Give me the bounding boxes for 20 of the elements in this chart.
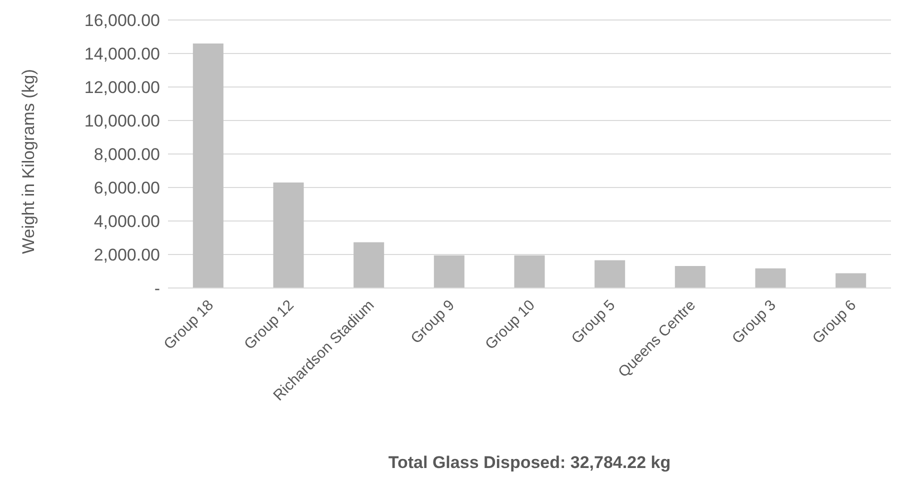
bar bbox=[514, 255, 545, 288]
y-tick-label: 16,000.00 bbox=[84, 11, 160, 30]
y-tick-label: 2,000.00 bbox=[94, 246, 160, 265]
y-tick-label: 10,000.00 bbox=[84, 112, 160, 131]
bar bbox=[273, 182, 304, 288]
y-tick-label: 8,000.00 bbox=[94, 145, 160, 164]
bar bbox=[354, 242, 384, 288]
y-tick-label: 6,000.00 bbox=[94, 178, 160, 198]
y-tick-label: - bbox=[154, 279, 160, 298]
x-axis-title: Total Glass Disposed: 32,784.22 kg bbox=[388, 453, 671, 472]
bar bbox=[192, 43, 224, 288]
y-axis-title: Weight in Kilograms (kg) bbox=[19, 69, 38, 254]
bar bbox=[836, 273, 866, 288]
bar bbox=[594, 260, 626, 288]
bar bbox=[434, 255, 464, 288]
y-tick-label: 14,000.00 bbox=[84, 44, 160, 64]
bar bbox=[755, 268, 786, 288]
y-tick-label: 4,000.00 bbox=[94, 212, 160, 232]
y-tick-label: 12,000.00 bbox=[84, 78, 160, 98]
bar bbox=[674, 266, 706, 288]
